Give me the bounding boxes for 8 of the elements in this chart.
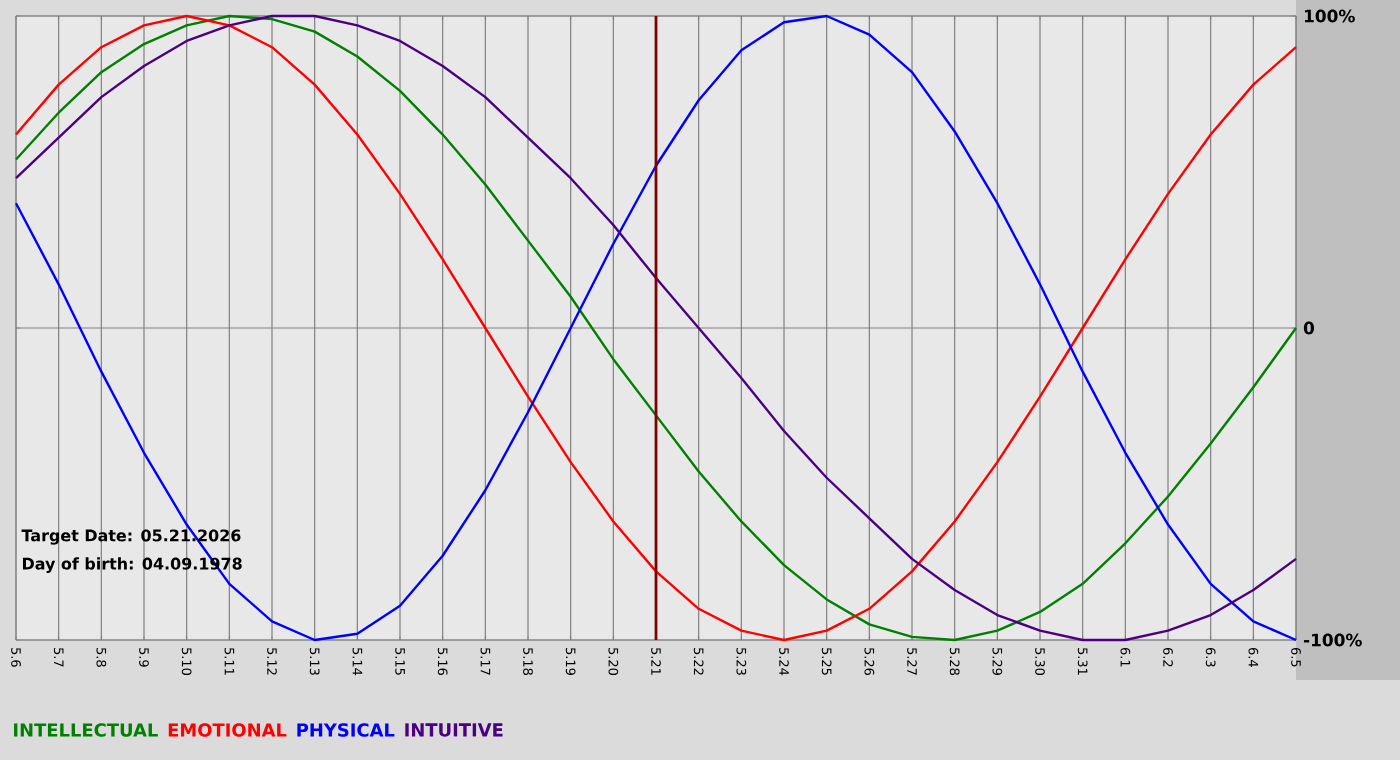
y-tick-label: 0 [1303, 321, 1315, 335]
y-tick-label: 100% [1304, 9, 1355, 23]
text: INTELLECTUAL [14, 723, 158, 737]
text: EMOTIONAL [168, 723, 287, 737]
y-tick-label: -100% [1303, 633, 1362, 647]
text: INTUITIVE [405, 723, 503, 737]
line-series [14, 14, 1298, 642]
text: PHYSICAL [297, 723, 395, 737]
